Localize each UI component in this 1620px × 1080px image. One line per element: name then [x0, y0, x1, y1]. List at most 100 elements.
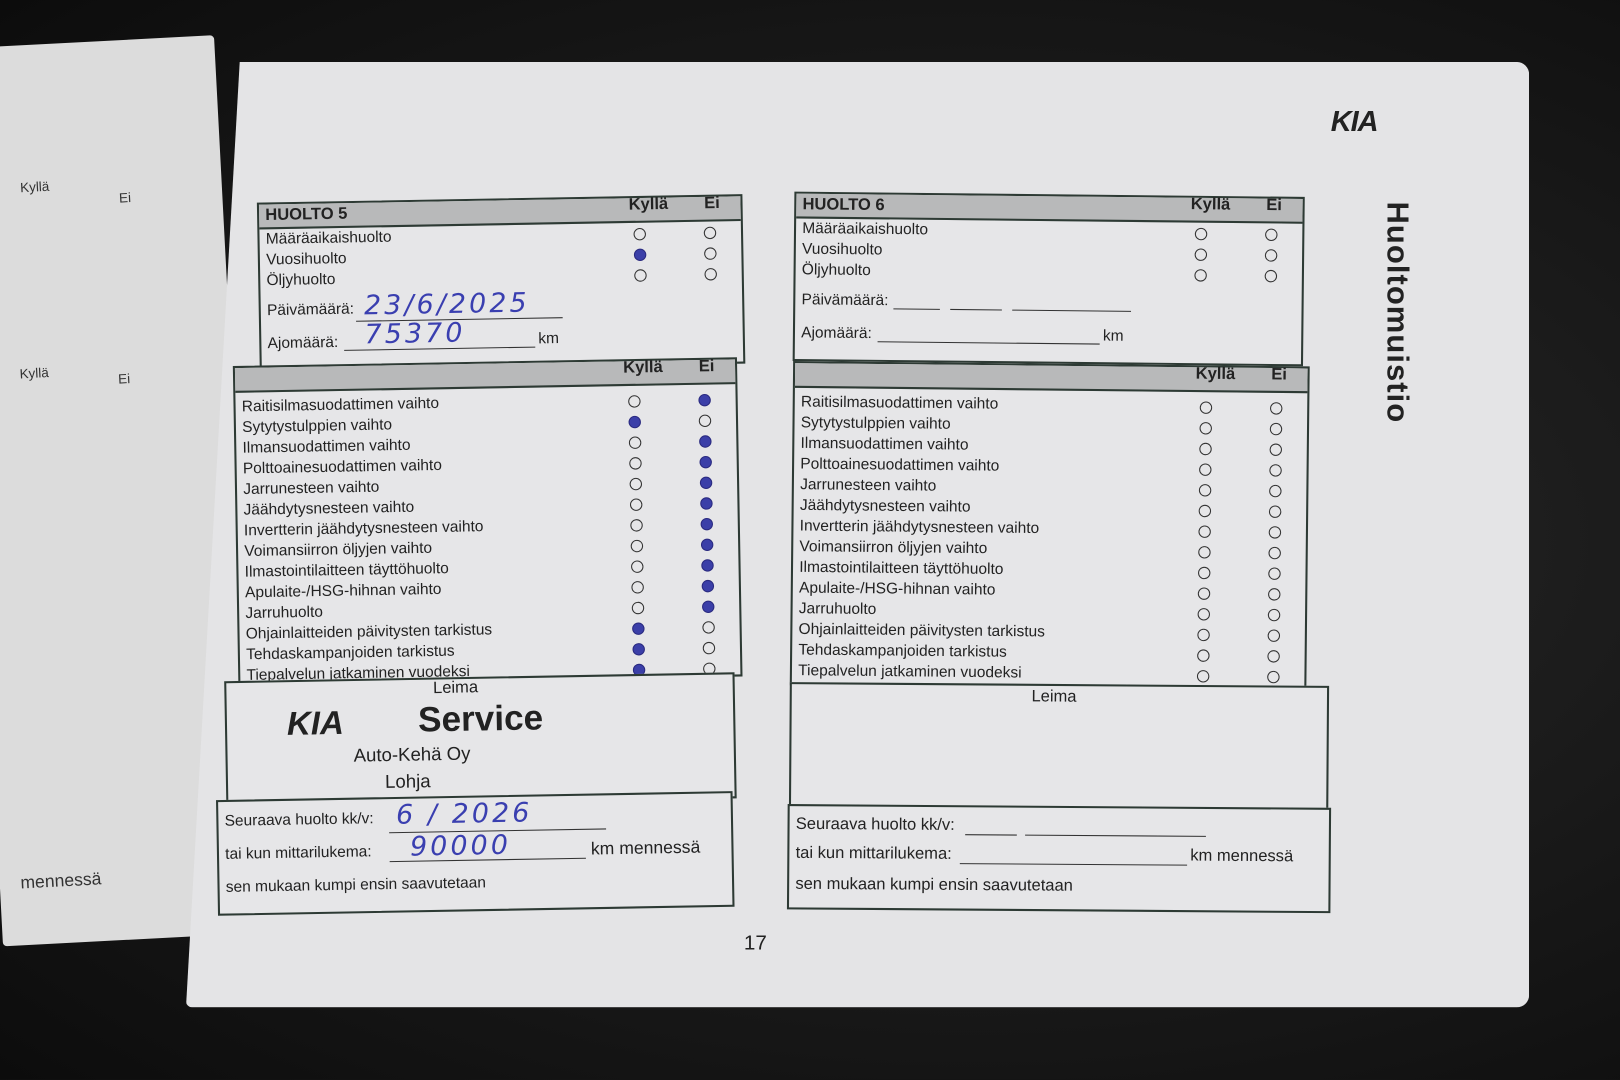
yes-radio[interactable]	[1194, 269, 1207, 282]
no-radio[interactable]	[698, 393, 711, 407]
yes-radio[interactable]	[1197, 628, 1210, 642]
yes-radio[interactable]	[628, 436, 642, 450]
no-radio[interactable]	[703, 226, 717, 240]
no-radio[interactable]	[699, 476, 713, 490]
yes-radio[interactable]	[1199, 442, 1212, 456]
service6-task-label: Jarruhuolto	[798, 599, 877, 619]
no-radio[interactable]	[701, 559, 714, 572]
no-radio[interactable]	[1265, 228, 1278, 242]
yes-radio[interactable]	[628, 395, 641, 408]
yes-radio[interactable]	[1198, 525, 1211, 538]
no-radio[interactable]	[1268, 588, 1281, 601]
no-radio[interactable]	[1268, 546, 1281, 560]
service5-date: 23/6/2025	[363, 287, 530, 322]
service6-task-label: Raitisilmasuodattimen vaihto	[800, 393, 999, 413]
yes-radio[interactable]	[1196, 670, 1210, 683]
service5-type-label: Öljyhuolto	[266, 270, 336, 290]
no-radio[interactable]	[1269, 422, 1283, 436]
stamp-kia-logo: KIA	[286, 703, 345, 743]
no-radio[interactable]	[1264, 269, 1278, 283]
no-radio[interactable]	[702, 621, 715, 634]
yes-radio[interactable]	[1197, 587, 1211, 600]
service5-next-km: 90000	[409, 830, 512, 863]
service5-task-label: Apulaite-/HSG-hihnan vaihto	[244, 580, 442, 602]
service6-type-label: Vuosihuolto	[801, 240, 883, 259]
service6-tasks-col-no: Ei	[1271, 365, 1287, 384]
no-radio[interactable]	[1269, 402, 1283, 415]
service6-km-suffix: km mennessä	[1190, 847, 1294, 866]
service5-next-label: Seuraava huolto kk/v:	[224, 809, 374, 830]
no-radio[interactable]	[1267, 650, 1280, 663]
yes-radio[interactable]	[633, 227, 647, 241]
no-radio[interactable]	[701, 600, 715, 614]
service5-task-label: Invertterin jäähdytysnesteen vaihto	[243, 517, 484, 540]
kia-logo: KIA	[1330, 105, 1379, 138]
no-radio[interactable]	[1267, 670, 1280, 684]
yes-radio[interactable]	[630, 519, 643, 532]
service6-task-label: Tehdaskampanjoiden tarkistus	[798, 641, 1007, 661]
service6-title: HUOLTO 6	[802, 195, 885, 215]
yes-radio[interactable]	[629, 498, 643, 512]
yes-radio[interactable]	[1197, 649, 1210, 662]
service6-task-label: Ilmastointilaitteen täyttöhuolto	[799, 558, 1004, 579]
yes-radio[interactable]	[1199, 401, 1213, 414]
service6-type-label: Öljyhuolto	[801, 260, 871, 280]
service6-col-yes: Kyllä	[1190, 195, 1231, 214]
no-radio[interactable]	[702, 641, 716, 655]
yes-radio[interactable]	[630, 539, 644, 553]
no-radio[interactable]	[701, 579, 715, 593]
yes-radio[interactable]	[629, 477, 643, 491]
no-radio[interactable]	[699, 455, 713, 469]
service5-date-label: Päivämäärä:	[266, 300, 355, 320]
yes-radio[interactable]	[630, 560, 644, 573]
yes-radio[interactable]	[629, 457, 642, 470]
yes-radio[interactable]	[1197, 608, 1211, 621]
yes-radio[interactable]	[1197, 566, 1211, 580]
service5-task-label: Ohjainlaitteiden päivitysten tarkistus	[245, 620, 493, 643]
service5-task-label: Jarrunesteen vaihto	[243, 478, 380, 499]
yes-radio[interactable]	[634, 269, 647, 282]
yes-radio[interactable]	[1199, 463, 1212, 476]
service5-mileage: 75370	[364, 317, 466, 351]
service5-km: km	[538, 329, 560, 348]
service6-task-label: Apulaite-/HSG-hihnan vaihto	[798, 579, 996, 599]
yes-radio[interactable]	[632, 622, 645, 635]
service6-header-box: HUOLTO 6 Kyllä Ei Määräaikaishuolto Vuosihu…	[792, 191, 1305, 367]
no-radio[interactable]	[700, 538, 714, 552]
service5-col-yes: Kyllä	[628, 195, 669, 214]
yes-radio[interactable]	[631, 581, 644, 594]
yes-radio[interactable]	[1199, 422, 1213, 435]
yes-radio[interactable]	[1198, 546, 1211, 559]
yes-radio[interactable]	[1194, 227, 1208, 241]
no-radio[interactable]	[700, 497, 713, 510]
yes-radio[interactable]	[1198, 504, 1212, 518]
yes-radio[interactable]	[1198, 484, 1212, 497]
no-radio[interactable]	[1267, 629, 1281, 642]
no-radio[interactable]	[1269, 484, 1282, 498]
no-radio[interactable]	[1268, 567, 1281, 580]
no-radio[interactable]	[698, 414, 712, 428]
service6-km: km	[1102, 327, 1124, 345]
yes-radio[interactable]	[628, 415, 642, 429]
service6-tasks-box: Kyllä Ei Raitisilmasuodattimen vaihto Syty…	[789, 360, 1310, 691]
service5-stamp-box: Leima KIA Service Auto-Kehä Oy Lohja	[224, 672, 737, 808]
service6-next-label: Seuraava huolto kk/v:	[795, 815, 955, 835]
service6-mileage-label: Ajomäärä:	[801, 323, 872, 343]
yes-radio[interactable]	[632, 643, 646, 656]
service5-task-label: Sytytystulppien vaihto	[242, 415, 393, 437]
no-radio[interactable]	[699, 435, 712, 448]
service6-col-no: Ei	[1266, 196, 1283, 215]
no-radio[interactable]	[1268, 505, 1282, 518]
no-radio[interactable]	[704, 267, 718, 281]
no-radio[interactable]	[700, 517, 714, 531]
no-radio[interactable]	[704, 247, 717, 260]
yes-radio[interactable]	[631, 601, 645, 615]
yes-radio[interactable]	[633, 248, 647, 262]
no-radio[interactable]	[1269, 464, 1282, 477]
no-radio[interactable]	[1264, 249, 1278, 262]
yes-radio[interactable]	[1194, 248, 1208, 261]
no-radio[interactable]	[1268, 526, 1282, 539]
no-radio[interactable]	[1267, 608, 1281, 622]
service5-next-date: 6 / 2026	[395, 797, 533, 832]
no-radio[interactable]	[1269, 443, 1283, 457]
